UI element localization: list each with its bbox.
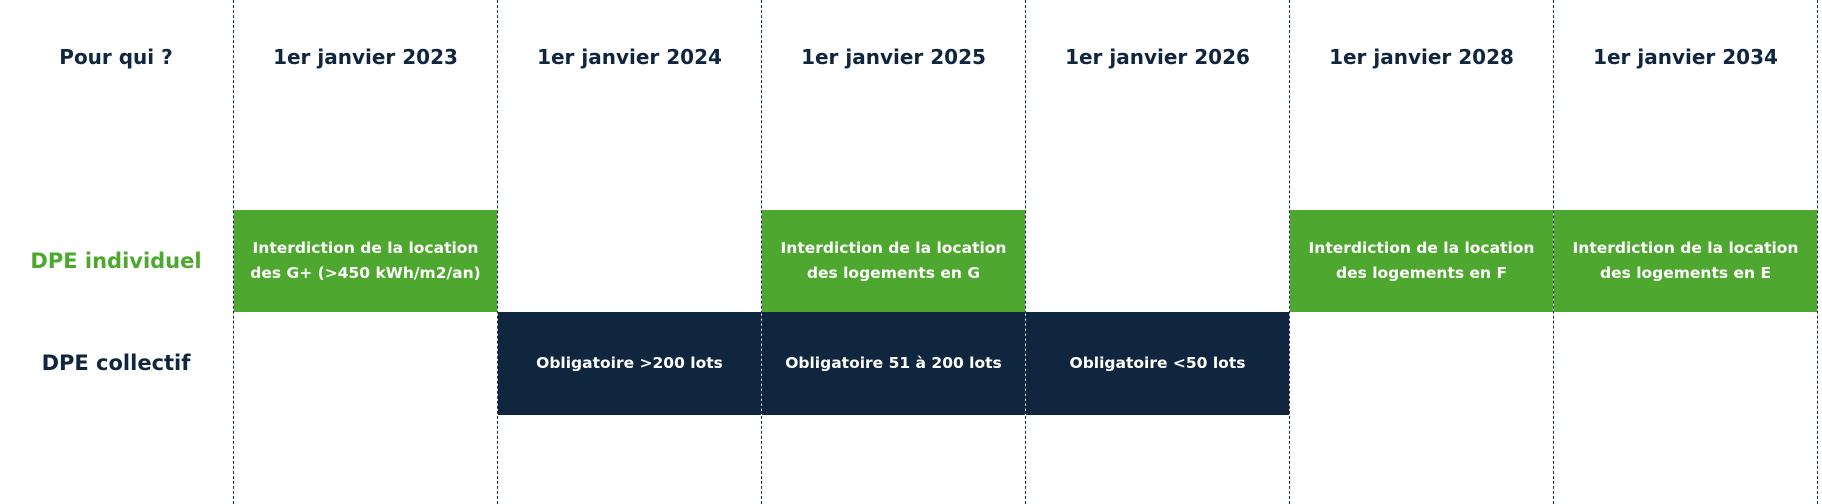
column-divider [761,0,762,504]
row-label-dpe-individuel: DPE individuel [30,249,202,273]
collectif-bar-2025: Obligatoire 51 à 200 lots [762,312,1025,415]
column-divider [1553,0,1554,504]
column-header-2034: 1er janvier 2034 [1593,45,1778,69]
collectif-bar-2024: Obligatoire >200 lots [498,312,761,415]
column-divider [1025,0,1026,504]
individuel-bar-2028: Interdiction de la location des logement… [1290,210,1553,312]
column-header-2026: 1er janvier 2026 [1065,45,1250,69]
column-divider [497,0,498,504]
header-label: Pour qui ? [59,45,173,69]
column-header-2023: 1er janvier 2023 [273,45,458,69]
column-header-2025: 1er janvier 2025 [801,45,986,69]
individuel-bar-2025: Interdiction de la location des logement… [762,210,1025,312]
collectif-bar-2026: Obligatoire <50 lots [1026,312,1289,415]
row-label-dpe-collectif: DPE collectif [41,351,191,375]
column-divider [233,0,234,504]
column-header-2024: 1er janvier 2024 [537,45,722,69]
column-divider [1817,0,1818,504]
column-header-2028: 1er janvier 2028 [1329,45,1514,69]
individuel-bar-2034: Interdiction de la location des logement… [1554,210,1817,312]
individuel-bar-2023: Interdiction de la location des G+ (>450… [234,210,497,312]
column-divider [1289,0,1290,504]
